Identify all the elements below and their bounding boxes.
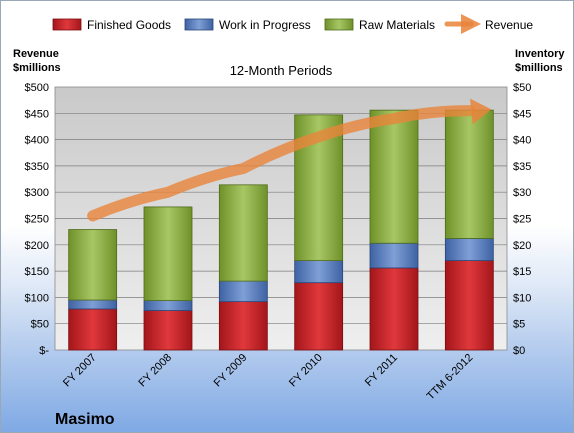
right-axis-ticks: $0 $5 $10 $15 $20 $25 $30 $35 $40 $45 $50 — [513, 82, 531, 357]
bar-raw-materials — [143, 206, 193, 301]
right-tick-label: $50 — [513, 82, 531, 94]
revenue-line-group — [87, 98, 492, 222]
right-axis-title-line-1: Inventory — [515, 48, 565, 60]
bar-finished-goods — [294, 282, 344, 351]
bar-raw-materials — [369, 109, 419, 244]
bar-finished-goods — [218, 301, 268, 351]
legend-swatch-finished-goods — [52, 18, 82, 31]
x-tick-label: FY 2008 — [136, 352, 174, 390]
left-tick-label: $200 — [25, 240, 49, 252]
left-tick-label: $500 — [25, 82, 49, 94]
x-tick-label: FY 2007 — [61, 352, 99, 390]
x-tick-label: FY 2011 — [363, 352, 400, 389]
legend-label-revenue: Revenue — [485, 18, 533, 32]
bar-raw-materials — [218, 184, 268, 282]
x-tick-label: FY 2010 — [287, 352, 325, 390]
left-tick-label: $300 — [25, 187, 49, 199]
left-axis-ticks: $- $50 $100 $150 $200 $250 $300 $350 $400 $450 $50… — [25, 82, 50, 357]
bar-work-in-progress — [444, 238, 494, 261]
legend: Finished Goods Work in Progress Raw Mate… — [52, 14, 533, 34]
legend-swatch-work-in-progress — [184, 18, 214, 31]
right-tick-label: $20 — [513, 240, 531, 252]
revenue-line — [87, 105, 475, 222]
x-axis-ticks: FY 2007 FY 2008 FY 2009 FY 2010 FY 2011 TTM 6… — [61, 352, 475, 403]
right-tick-label: $40 — [513, 135, 531, 147]
bar-finished-goods — [369, 267, 419, 351]
bar-work-in-progress — [294, 260, 344, 284]
legend-swatch-raw-materials — [324, 18, 354, 31]
right-tick-label: $0 — [513, 345, 525, 357]
bar-finished-goods — [68, 308, 118, 351]
legend-label-raw-materials: Raw Materials — [359, 18, 435, 32]
legend-label-finished-goods: Finished Goods — [87, 18, 171, 32]
left-tick-label: $50 — [31, 319, 49, 331]
legend-label-work-in-progress: Work in Progress — [219, 18, 311, 32]
left-tick-label: $350 — [25, 161, 49, 173]
left-tick-label: $450 — [25, 108, 49, 120]
bar-raw-materials — [444, 109, 494, 239]
x-tick-label: TTM 6-2012 — [425, 352, 476, 403]
left-tick-label: $- — [39, 345, 49, 357]
right-tick-label: $5 — [513, 319, 525, 331]
right-tick-label: $15 — [513, 266, 531, 278]
bar-raw-materials — [68, 229, 118, 301]
chart-title: 12-Month Periods — [230, 63, 333, 78]
right-tick-label: $25 — [513, 214, 531, 226]
left-tick-label: $100 — [25, 292, 49, 304]
left-tick-label: $150 — [25, 266, 49, 278]
bar-work-in-progress — [143, 300, 193, 311]
right-tick-label: $35 — [513, 161, 531, 173]
right-axis-title-line-2: $millions — [515, 62, 563, 74]
revenue-arrowhead — [470, 98, 492, 125]
right-tick-label: $45 — [513, 108, 531, 120]
left-tick-label: $400 — [25, 135, 49, 147]
x-tick-label: FY 2009 — [212, 352, 250, 390]
left-axis-title-line-2: $millions — [13, 62, 61, 74]
right-tick-label: $10 — [513, 292, 531, 304]
right-tick-label: $30 — [513, 187, 531, 199]
bar-work-in-progress — [369, 242, 419, 269]
stacked-bars — [68, 109, 494, 351]
bar-work-in-progress — [68, 299, 118, 310]
left-axis-title-line-1: Revenue — [13, 48, 59, 60]
bar-finished-goods — [444, 260, 494, 351]
left-tick-label: $250 — [25, 214, 49, 226]
bar-finished-goods — [143, 310, 193, 351]
company-name: Masimo — [55, 411, 115, 428]
bar-work-in-progress — [218, 280, 268, 303]
gridlines — [55, 112, 507, 325]
